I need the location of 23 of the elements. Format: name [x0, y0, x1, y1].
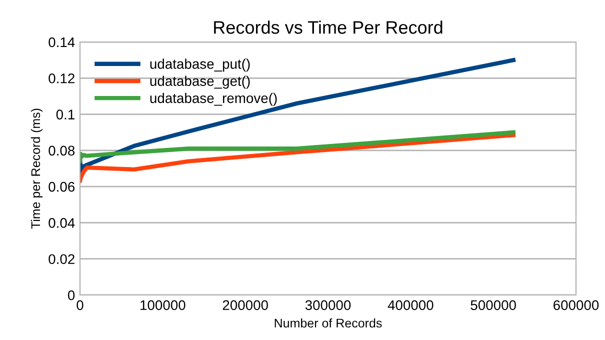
legend-label: udatabase_get(): [150, 76, 250, 89]
y-tick-label: 0.04: [48, 218, 75, 228]
y-tick-label: 0.12: [48, 73, 74, 84]
y-tick-label: 0.14: [48, 37, 75, 48]
y-axis-title: Time per Record (ms): [30, 108, 43, 229]
x-tick-label: 100000: [140, 300, 186, 310]
y-tick-label: 0.06: [48, 182, 75, 192]
x-tick-label: 600000: [554, 300, 599, 310]
x-tick-label: 400000: [388, 300, 434, 310]
x-axis-title: Number of Records: [274, 318, 382, 328]
y-tick-label: 0: [68, 290, 75, 300]
x-tick-label: 200000: [222, 300, 268, 310]
y-tick-label: 0.08: [48, 146, 75, 156]
x-tick-label: 500000: [470, 300, 516, 310]
y-tick-label: 0.1: [56, 110, 74, 120]
chart-title: Records vs Time Per Record: [214, 20, 442, 34]
line-series: [80, 132, 516, 184]
y-tick-label: 0.02: [48, 254, 74, 264]
x-tick-label: 300000: [305, 300, 351, 310]
line-series: [80, 130, 516, 164]
x-tick-label: 0: [76, 300, 84, 310]
legend-label: udatabase_remove(): [150, 92, 277, 106]
legend-label: udatabase_put(): [150, 58, 250, 72]
